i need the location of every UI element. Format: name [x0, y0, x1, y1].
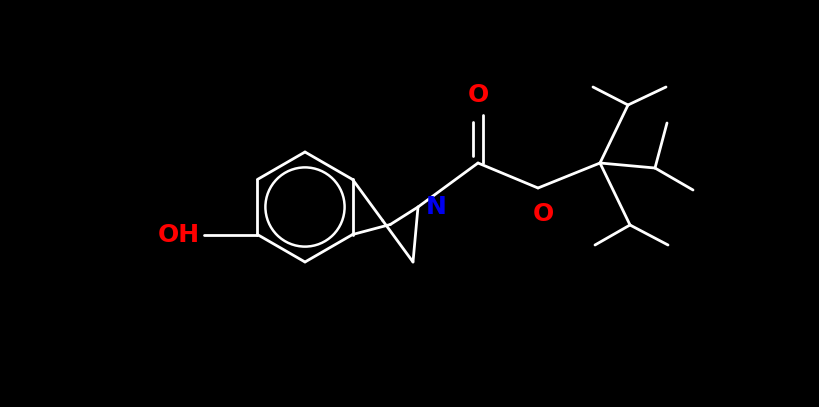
- Text: OH: OH: [158, 223, 201, 247]
- Text: O: O: [468, 83, 489, 107]
- Text: O: O: [532, 202, 554, 226]
- Text: N: N: [426, 195, 447, 219]
